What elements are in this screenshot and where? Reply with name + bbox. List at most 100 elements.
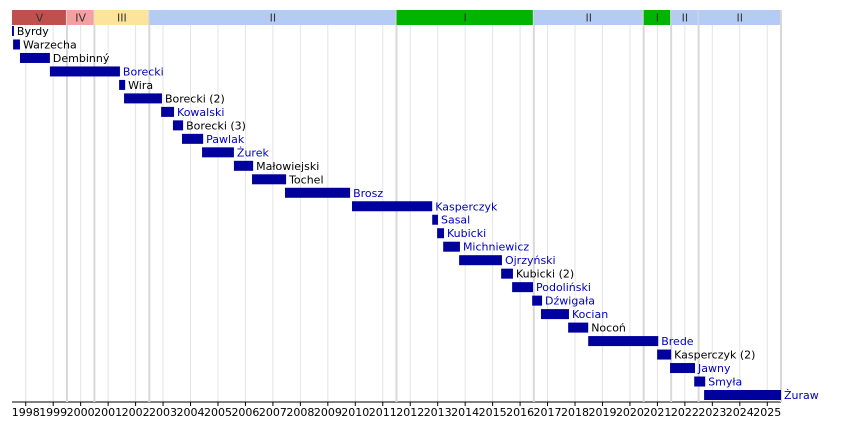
tenure-bar	[670, 363, 696, 374]
tenure-bar	[49, 66, 120, 77]
manager-name: Małowiejski	[256, 160, 319, 173]
tenure-bar	[704, 390, 781, 400]
x-tick-label: 2016	[506, 406, 534, 419]
x-tick-label: 2020	[616, 406, 644, 419]
x-tick-label: 2000	[67, 406, 95, 419]
band-label: II	[737, 12, 744, 25]
tenure-bar	[252, 174, 287, 185]
league-band	[66, 10, 95, 25]
tenure-bar	[512, 282, 533, 293]
tenure-bar	[540, 309, 569, 320]
x-tick-label: 2006	[231, 406, 259, 419]
league-band	[533, 10, 644, 25]
x-tick-label: 2024	[726, 406, 754, 419]
manager-name: Tochel	[288, 173, 323, 186]
tenure-bar	[19, 52, 50, 63]
x-tick-label: 2002	[122, 406, 150, 419]
tenure-bar	[161, 106, 175, 117]
band-label: I	[464, 12, 467, 25]
tenure-bar	[432, 214, 438, 225]
league-band	[94, 10, 150, 25]
x-tick-label: 2025	[753, 406, 781, 419]
manager-name: Kubicki	[447, 227, 486, 240]
x-tick-label: 2012	[396, 406, 424, 419]
manager-name: Ojrzyński	[505, 254, 556, 267]
x-tick-label: 2023	[698, 406, 726, 419]
tenure-bar	[352, 201, 433, 212]
manager-name: Dźwigała	[545, 295, 595, 308]
x-tick-label: 2011	[369, 406, 397, 419]
manager-name: Borecki (2)	[165, 92, 225, 105]
x-tick-label: 1999	[39, 406, 67, 419]
x-tick-label: 2013	[424, 406, 452, 419]
league-band	[698, 10, 781, 25]
manager-name: Borecki	[123, 65, 164, 78]
x-tick-label: 2021	[643, 406, 671, 419]
manager-name: Podoliński	[536, 281, 591, 294]
x-tick-label: 2009	[314, 406, 342, 419]
tenure-bar	[443, 241, 460, 252]
band-label: I	[656, 12, 659, 25]
tenure-bar	[532, 295, 543, 306]
manager-name: Warzecha	[23, 38, 77, 51]
tenure-bar	[172, 120, 184, 131]
x-tick-label: 2008	[286, 406, 314, 419]
tenure-bar	[284, 187, 351, 198]
tenure-bar	[657, 349, 672, 360]
tenure-bar	[13, 39, 20, 50]
x-tick-label: 2004	[177, 406, 205, 419]
manager-name: Żuraw	[784, 389, 819, 402]
x-tick-label: 2014	[451, 406, 479, 419]
tenure-bar	[694, 376, 706, 387]
x-tick-label: 2017	[534, 406, 562, 419]
band-label: II	[682, 12, 689, 25]
band-label: V	[36, 12, 44, 25]
tenure-bar	[459, 255, 502, 266]
manager-name: Nocoń	[591, 322, 626, 335]
tenure-bar	[12, 26, 14, 36]
manager-name: Smyła	[708, 376, 742, 389]
band-label: IV	[75, 12, 86, 25]
manager-name: Kasperczyk	[435, 200, 498, 213]
band-label: II	[270, 12, 277, 25]
x-tick-label: 2010	[341, 406, 369, 419]
manager-name: Brosz	[353, 187, 383, 200]
x-tick-label: 2015	[479, 406, 507, 419]
league-band	[643, 10, 672, 25]
x-tick-label: 2003	[149, 406, 177, 419]
manager-name: Kasperczyk (2)	[674, 349, 755, 362]
league-band	[671, 10, 699, 25]
x-tick-label: 2019	[588, 406, 616, 419]
tenure-bar	[124, 93, 162, 104]
tenure-bar	[119, 79, 126, 90]
band-label: II	[586, 12, 593, 25]
x-tick-label: 2001	[94, 406, 122, 419]
tenure-bar	[182, 133, 204, 144]
tenure-bar	[233, 160, 254, 171]
league-band	[12, 10, 67, 25]
x-tick-label: 2018	[561, 406, 589, 419]
league-band	[149, 10, 397, 25]
manager-name: Kubicki (2)	[516, 268, 574, 281]
band-label: III	[117, 12, 127, 25]
manager-name: Dembinný	[53, 52, 110, 65]
tenure-bar	[568, 322, 589, 333]
x-tick-label: 2022	[671, 406, 699, 419]
x-tick-label: 2005	[204, 406, 232, 419]
league-band	[396, 10, 534, 25]
manager-name: Pawlak	[206, 133, 245, 146]
manager-name: Sasal	[441, 214, 470, 227]
x-tick-label: 1998	[12, 406, 40, 419]
manager-name: Kocian	[572, 308, 608, 321]
tenure-bar	[501, 268, 513, 279]
manager-name: Brede	[661, 335, 694, 348]
tenure-bar	[202, 147, 234, 158]
manager-name: Borecki (3)	[186, 119, 246, 132]
manager-name: Żurek	[237, 146, 270, 159]
x-tick-label: 2007	[259, 406, 287, 419]
manager-name: Wira	[128, 79, 153, 92]
manager-name: Michniewicz	[463, 241, 529, 254]
manager-name: Byrdy	[17, 25, 49, 38]
